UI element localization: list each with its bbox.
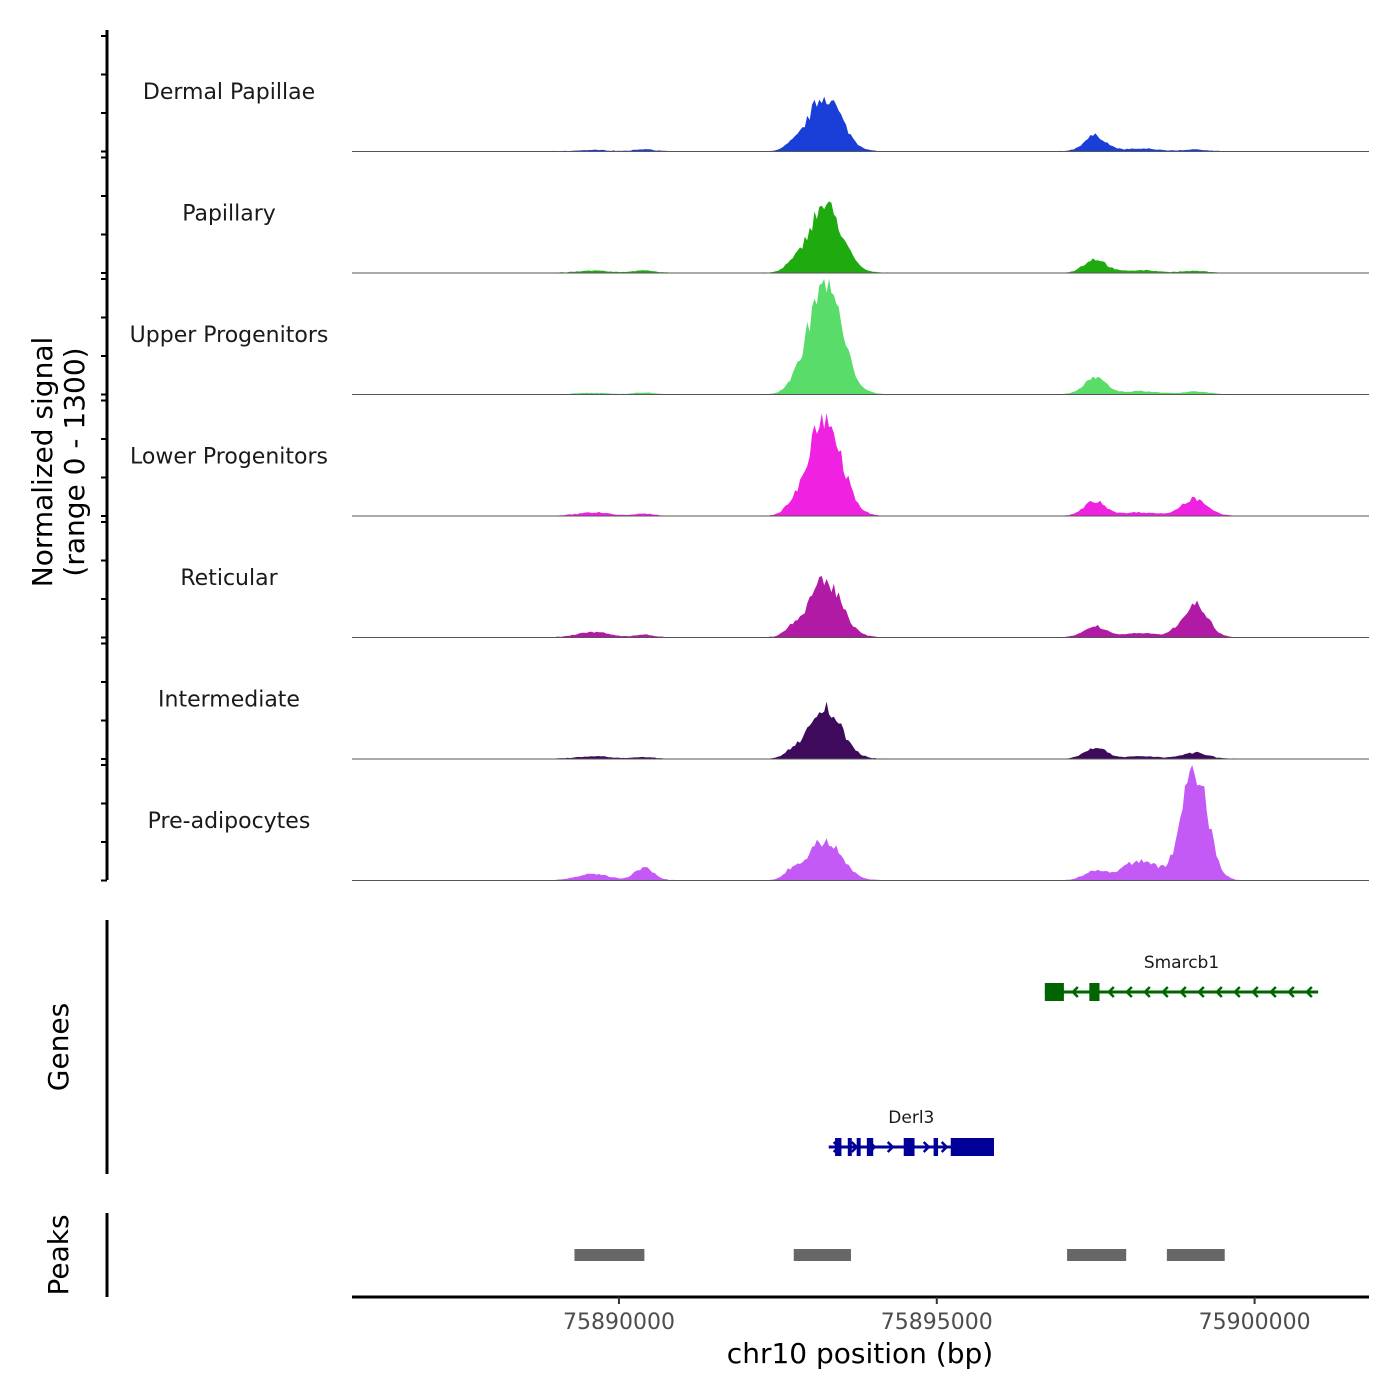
track-pre-adipocytes: Pre-adipocytes [148,765,1369,881]
x-tick-label: 75890000 [563,1310,675,1335]
gene-exon [933,1138,939,1156]
peak-region [1067,1249,1127,1261]
strand-arrow [1161,986,1169,998]
track-label: Pre-adipocytes [148,809,311,834]
strand-arrow [886,1141,895,1153]
strand-arrow [1179,986,1187,998]
gene-exon [847,1138,852,1156]
gene-exon [856,1138,861,1156]
signal-area [352,413,1369,516]
track-reticular: Reticular [180,566,1369,638]
track-label: Dermal Papillae [143,80,315,105]
strand-arrow [1305,986,1313,998]
peak-region [1166,1249,1225,1261]
signal-area [352,279,1369,395]
x-axis-ticks: 75890000 75895000 75900000 [563,1297,1311,1335]
gene-track: Smarcb1 Derl3 [828,953,1319,1156]
strand-arrow [1251,986,1259,998]
x-tick-label: 75900000 [1199,1310,1311,1335]
strand-arrow [1143,986,1151,998]
signal-y-ticks [101,35,107,882]
track-label: Lower Progenitors [130,445,328,470]
strand-arrow [1107,986,1115,998]
track-papillary: Papillary [182,201,1369,274]
signal-y-axis-subtitle: (range 0 - 1300) [58,347,91,576]
gene-exon [1044,983,1064,1001]
strand-arrow [922,1141,931,1153]
strand-arrow [1071,986,1079,998]
signal-area [352,765,1369,881]
signal-area [352,701,1369,759]
strand-arrow [940,1141,949,1153]
gene-exon [903,1138,915,1156]
track-dermal-papillae: Dermal Papillae [143,80,1369,152]
gene-label: Derl3 [888,1108,934,1128]
gene-exon [835,1138,842,1156]
peak-region [793,1249,851,1261]
signal-area [352,201,1369,273]
track-label: Papillary [182,202,276,227]
genes-track-title: Genes [42,1003,75,1091]
x-axis-title: chr10 position (bp) [727,1337,993,1370]
peaks-track-title: Peaks [42,1214,75,1295]
signal-tracks: Dermal Papillae Papillary Upper Progenitor… [130,80,1369,881]
track-label: Reticular [180,566,278,591]
signal-area [352,96,1369,152]
track-intermediate: Intermediate [158,688,1369,760]
strand-arrow [1215,986,1223,998]
signal-y-axis-title: Normalized signal [26,337,59,588]
gene-label: Smarcb1 [1144,953,1219,973]
track-label: Intermediate [158,688,300,713]
x-tick-label: 75895000 [881,1310,993,1335]
peak-region [574,1249,645,1261]
track-label: Upper Progenitors [130,323,329,348]
strand-arrow [1287,986,1295,998]
strand-arrow [1125,986,1133,998]
gene-exon [1089,983,1100,1001]
gene-exon [866,1138,874,1156]
peak-track [574,1249,1225,1261]
track-upper-progenitors: Upper Progenitors [130,279,1369,395]
track-lower-progenitors: Lower Progenitors [130,413,1369,517]
gene-smarcb1: Smarcb1 [1044,953,1319,1001]
strand-arrow [1197,986,1205,998]
strand-arrow [1233,986,1241,998]
strand-arrow [1269,986,1277,998]
gene-exon [950,1138,994,1156]
gene-derl3: Derl3 [828,1108,994,1156]
signal-area [352,576,1369,638]
